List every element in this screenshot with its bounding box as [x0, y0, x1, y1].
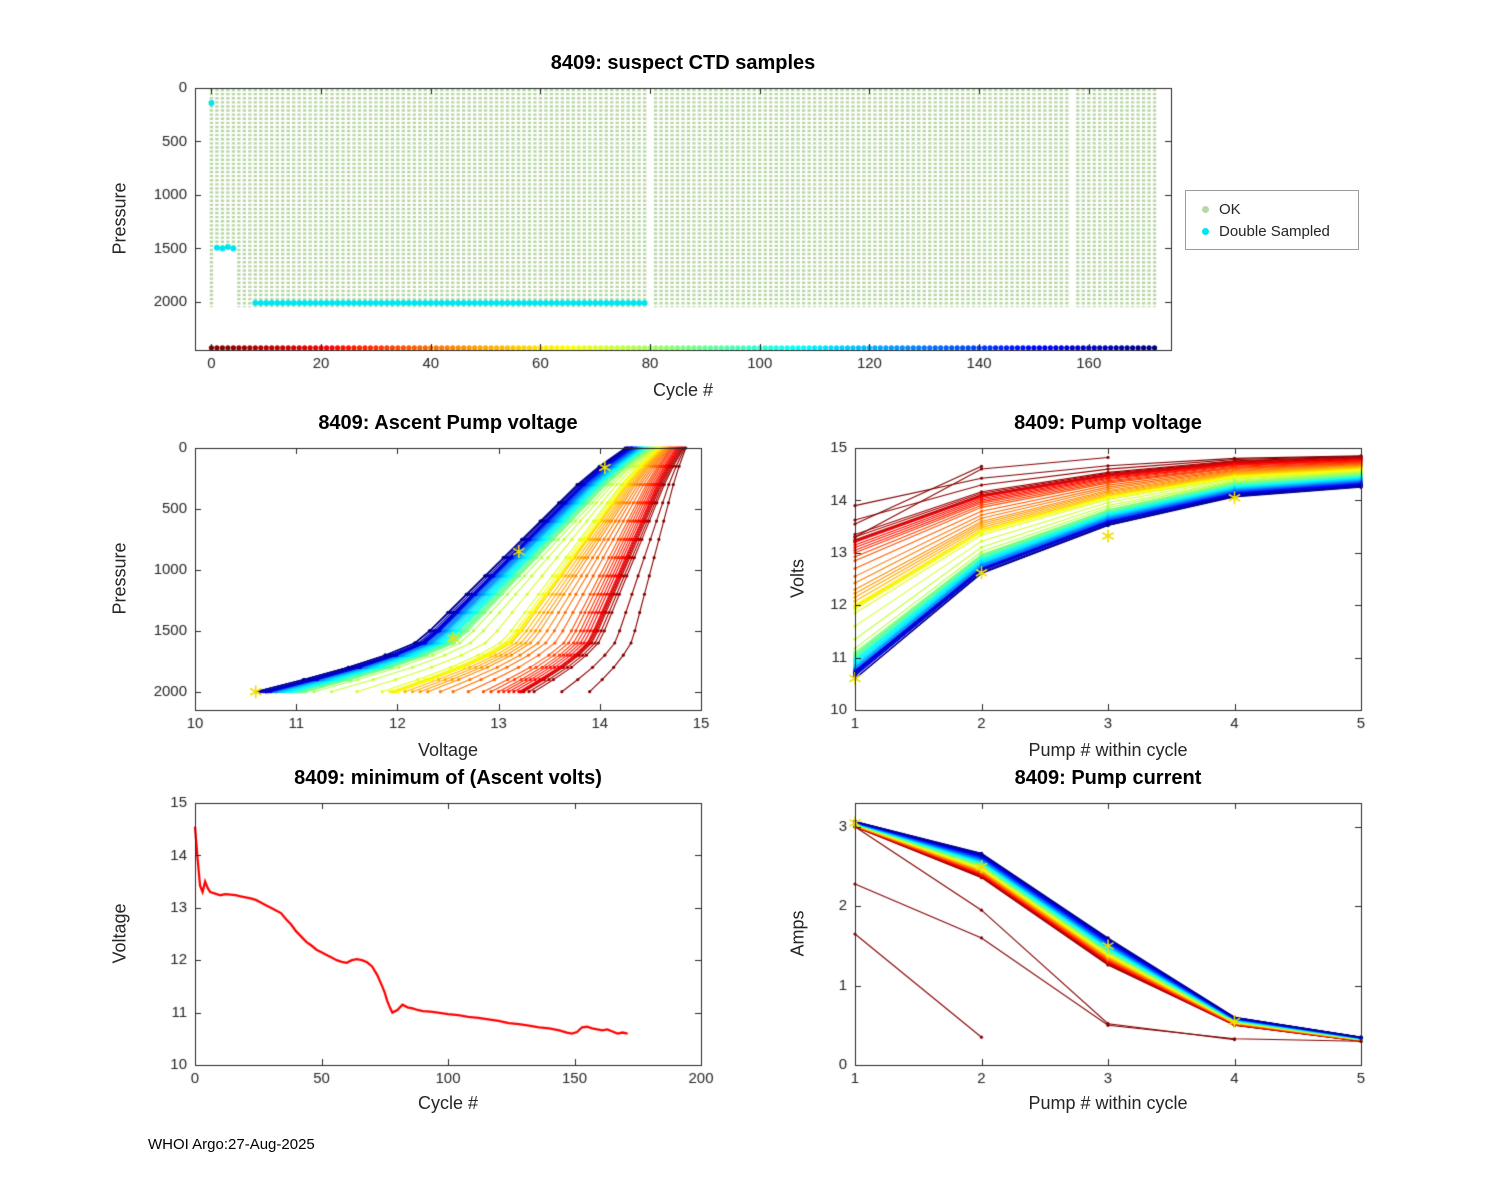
pump-current-ylabel: Amps [787, 910, 808, 957]
legend-item-ok: OK [1194, 198, 1350, 220]
chart-title-ctd: 8409: suspect CTD samples [550, 52, 816, 74]
ok-marker-icon [1202, 205, 1209, 213]
pump-current-plot [770, 793, 1375, 1093]
ctd-xlabel: Cycle # [652, 380, 714, 400]
min-volts-ylabel: Voltage [109, 903, 130, 964]
pump-voltage-ylabel: Volts [787, 558, 808, 599]
chart-title-min-ascent-volts: 8409: minimum of (Ascent volts) [294, 767, 602, 789]
double-sampled-marker-icon [1202, 227, 1209, 235]
pump-voltage-xlabel: Pump # within cycle [1028, 740, 1188, 760]
ascent-ylabel: Pressure [109, 542, 130, 615]
min-volts-xlabel: Cycle # [417, 1093, 479, 1113]
footer-watermark: WHOI Argo:27-Aug-2025 [148, 1136, 315, 1153]
pump-voltage-plot [770, 438, 1375, 738]
chart-title-pump-voltage: 8409: Pump voltage [1014, 412, 1202, 434]
chart-title-pump-current: 8409: Pump current [1014, 767, 1202, 789]
legend-label-double-sampled: Double Sampled [1219, 222, 1330, 240]
ascent-pump-voltage-plot [110, 438, 715, 738]
ascent-xlabel: Voltage [417, 740, 479, 760]
plot-legend: OK Double Sampled [1185, 190, 1359, 250]
min-ascent-volts-plot [110, 793, 715, 1093]
ctd-ylabel: Pressure [109, 182, 130, 255]
pump-current-xlabel: Pump # within cycle [1028, 1093, 1188, 1113]
legend-label-ok: OK [1219, 200, 1241, 218]
chart-title-ascent-pump-voltage: 8409: Ascent Pump voltage [318, 412, 578, 434]
ctd-samples-plot [110, 78, 1185, 378]
legend-item-double-sampled: Double Sampled [1194, 220, 1350, 242]
